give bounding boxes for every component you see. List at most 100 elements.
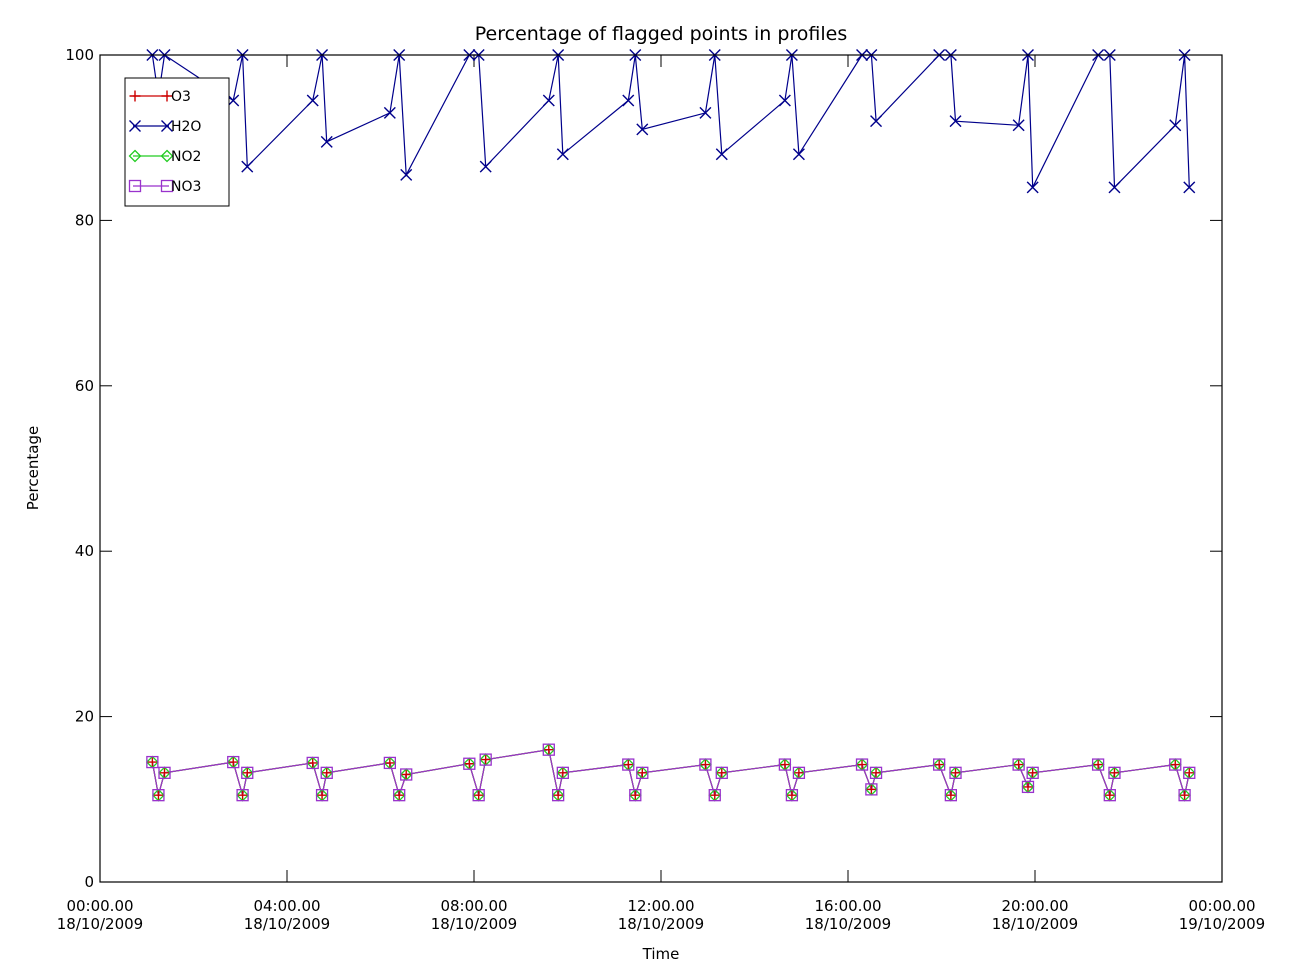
x-tick-label-date: 18/10/2009 [992, 915, 1078, 933]
data-point-o3 [779, 759, 791, 771]
legend-item-no3: NO3 [128, 179, 201, 195]
data-point-o3 [699, 759, 711, 771]
data-point-no3 [146, 755, 159, 769]
data-point-no3 [158, 766, 171, 779]
data-point-o3 [152, 789, 164, 801]
data-point-no3 [1183, 766, 1196, 779]
data-point-o3 [393, 789, 405, 801]
data-point-no3 [383, 756, 397, 770]
x-tick-label-date: 18/10/2009 [431, 915, 517, 933]
data-point-h2o [556, 148, 569, 161]
data-point-no3 [629, 789, 642, 802]
data-point-o3 [1092, 759, 1104, 771]
x-tick-label-date: 19/10/2009 [1179, 915, 1265, 933]
data-point-no3 [236, 789, 249, 802]
data-point-h2o [1012, 119, 1025, 132]
data-point-no3 [715, 766, 728, 779]
data-point-no3 [556, 766, 569, 779]
x-tick-label-time: 00:00.00 [66, 897, 133, 915]
data-point-no3 [1091, 758, 1105, 771]
data-point-h2o [542, 94, 555, 107]
data-point-no3 [1178, 789, 1191, 802]
legend-marker-start [129, 90, 141, 102]
data-point-no3 [542, 743, 555, 756]
data-point-no3 [1026, 766, 1039, 779]
data-point-h2o [1183, 181, 1196, 194]
data-point-h2o [320, 135, 333, 148]
data-point-h2o [1169, 119, 1182, 132]
y-tick-label: 60 [75, 377, 94, 395]
data-point-h2o [241, 160, 254, 173]
data-point-no3 [708, 789, 721, 802]
chart-title: Percentage of flagged points in profiles [475, 23, 847, 45]
legend-label: H2O [171, 119, 201, 135]
data-point-h2o [792, 148, 805, 161]
data-point-no3 [1169, 758, 1182, 771]
x-tick-label-time: 12:00.00 [627, 897, 694, 915]
x-tick-label-time: 20:00.00 [1001, 897, 1068, 915]
data-point-o3 [384, 757, 396, 769]
x-tick-label-date: 18/10/2009 [805, 915, 891, 933]
data-point-o3 [557, 767, 569, 779]
legend-label: O3 [171, 89, 191, 105]
data-point-no3 [393, 789, 406, 802]
data-point-no3 [933, 758, 946, 771]
data-point-no3 [699, 758, 712, 771]
data-point-no3 [552, 789, 565, 802]
data-point-no3 [622, 758, 635, 771]
data-point-o3 [463, 758, 475, 770]
data-point-h2o [383, 106, 396, 119]
data-point-h2o [1026, 181, 1039, 194]
data-point-o3 [629, 789, 641, 801]
data-point-no3 [792, 766, 806, 779]
data-point-o3 [543, 744, 555, 756]
data-point-o3 [636, 767, 648, 779]
data-point-o3 [1108, 767, 1120, 779]
legend-marker-start [128, 179, 142, 193]
legend-item-h2o: H2O [129, 119, 201, 135]
data-point-o3 [237, 789, 249, 801]
data-point-h2o [636, 123, 649, 136]
data-point-o3 [227, 756, 239, 768]
data-point-o3 [1169, 759, 1181, 771]
data-point-no3 [315, 789, 329, 802]
data-point-no3 [227, 755, 240, 769]
data-point-h2o [1108, 181, 1121, 194]
data-point-o3 [865, 783, 877, 795]
y-tick-label: 100 [65, 46, 94, 64]
data-point-o3 [1104, 789, 1116, 801]
data-point-h2o [699, 106, 712, 119]
data-point-no3 [241, 766, 254, 779]
data-point-o3 [1027, 767, 1039, 779]
data-point-o3 [786, 789, 798, 801]
legend-marker-end [160, 179, 174, 193]
data-point-no3 [1103, 789, 1116, 802]
data-point-h2o [479, 160, 492, 173]
x-tick-label-date: 18/10/2009 [244, 915, 330, 933]
data-point-h2o [778, 94, 791, 107]
data-point-no3 [320, 766, 333, 779]
data-point-no3 [865, 783, 878, 796]
data-point-no3 [778, 758, 792, 771]
data-point-no3 [479, 753, 492, 766]
data-point-no3 [463, 757, 476, 770]
data-point-o3 [159, 767, 171, 779]
data-point-o3 [316, 789, 328, 801]
data-point-o3 [945, 789, 957, 801]
legend-marker-end [161, 120, 173, 132]
y-tick-label: 0 [84, 873, 94, 891]
data-point-o3 [1179, 789, 1191, 801]
x-tick-label-date: 18/10/2009 [618, 915, 704, 933]
data-point-no3 [1021, 780, 1035, 794]
data-point-no3 [636, 766, 649, 779]
data-point-no3 [152, 789, 165, 802]
data-point-o3 [933, 759, 945, 771]
data-point-o3 [622, 759, 634, 771]
legend-marker-end [160, 149, 174, 163]
data-point-no3 [1012, 758, 1025, 771]
data-point-no3 [400, 768, 413, 781]
data-point-o3 [400, 768, 412, 780]
x-tick-label-date: 18/10/2009 [57, 915, 143, 933]
x-tick-label-time: 04:00.00 [253, 897, 320, 915]
data-point-o3 [950, 767, 962, 779]
